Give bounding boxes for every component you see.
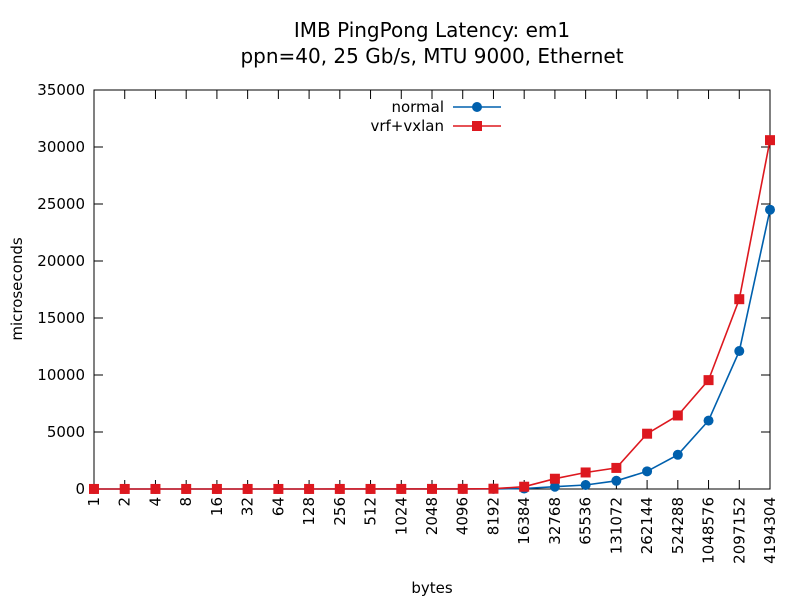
data-point	[519, 481, 530, 492]
data-point	[211, 483, 222, 494]
data-point	[703, 415, 714, 426]
x-axis-label: bytes	[411, 579, 453, 597]
x-tick-label: 2048	[423, 497, 441, 535]
series-line	[94, 140, 771, 490]
data-point	[611, 475, 622, 486]
x-tick-label: 64	[269, 497, 287, 516]
legend-label: vrf+vxlan	[370, 117, 444, 135]
data-point	[89, 483, 99, 494]
x-tick-label: 1	[85, 497, 103, 507]
data-point	[427, 483, 437, 494]
data-point	[549, 481, 560, 492]
data-point	[765, 204, 775, 215]
x-tick-label: 128	[300, 497, 318, 526]
x-tick-label: 8192	[484, 497, 502, 535]
data-point	[181, 483, 192, 494]
data-point	[119, 483, 130, 494]
legend-marker	[472, 121, 482, 131]
data-point	[304, 483, 315, 494]
data-point	[642, 428, 653, 439]
x-tick-label: 8	[177, 497, 195, 507]
data-point	[611, 462, 622, 473]
data-point	[549, 473, 560, 484]
series-line	[94, 209, 771, 490]
y-axis-label: microseconds	[8, 237, 26, 341]
y-tick-label: 15000	[37, 309, 85, 327]
data-point	[396, 483, 407, 494]
data-point	[734, 346, 745, 357]
plot-frame	[93, 89, 771, 490]
x-tick-label: 512	[362, 497, 380, 526]
data-point	[580, 467, 591, 478]
data-point	[672, 410, 683, 421]
x-tick-label: 2097152	[730, 497, 748, 564]
series-normal	[89, 204, 775, 494]
data-point	[365, 483, 376, 494]
series-layer	[89, 135, 775, 494]
data-point	[150, 483, 161, 494]
x-tick-label: 4	[146, 497, 164, 507]
x-tick-label: 262144	[638, 497, 656, 554]
y-tick-label: 25000	[37, 195, 85, 213]
y-tick-label: 20000	[37, 252, 85, 270]
data-point	[703, 375, 714, 386]
data-point	[765, 135, 775, 146]
data-point	[242, 483, 253, 494]
y-axis: 0 5000 10000 15000 20000 25000 30000 35000	[37, 81, 770, 498]
y-tick-label: 10000	[37, 366, 85, 384]
x-tick-label: 16384	[515, 497, 533, 545]
x-tick-label: 16	[208, 497, 226, 516]
x-tick-label: 524288	[669, 497, 687, 554]
chart-title: IMB PingPong Latency: em1	[294, 18, 570, 42]
y-tick-label: 5000	[47, 423, 85, 441]
x-tick-label: 32768	[546, 497, 564, 545]
x-tick-label: 4096	[454, 497, 472, 535]
data-point	[273, 483, 284, 494]
y-tick-label: 0	[75, 480, 85, 498]
data-point	[734, 294, 745, 305]
x-tick-label: 256	[331, 497, 349, 526]
chart-subtitle: ppn=40, 25 Gb/s, MTU 9000, Ethernet	[240, 44, 623, 68]
x-tick-label: 131072	[607, 497, 625, 554]
data-point	[334, 483, 345, 494]
x-tick-label: 1024	[392, 497, 410, 535]
x-tick-label: 1048576	[700, 497, 718, 564]
x-tick-label: 4194304	[761, 497, 779, 564]
x-axis: 1 2 4 8 16 32 64 128 256 512 1024 2048 4096 8192 16384…	[85, 90, 779, 564]
data-point	[580, 480, 591, 491]
data-point	[457, 483, 468, 494]
data-point	[642, 466, 653, 477]
data-point	[672, 449, 683, 460]
legend-marker	[472, 102, 482, 112]
x-tick-label: 2	[116, 497, 134, 507]
data-point	[488, 483, 499, 494]
legend-label: normal	[391, 98, 444, 116]
x-tick-label: 65536	[577, 497, 595, 545]
series-vrf+vxlan	[89, 135, 775, 494]
y-tick-label: 35000	[37, 81, 85, 99]
x-tick-label: 32	[239, 497, 257, 516]
y-tick-label: 30000	[37, 138, 85, 156]
